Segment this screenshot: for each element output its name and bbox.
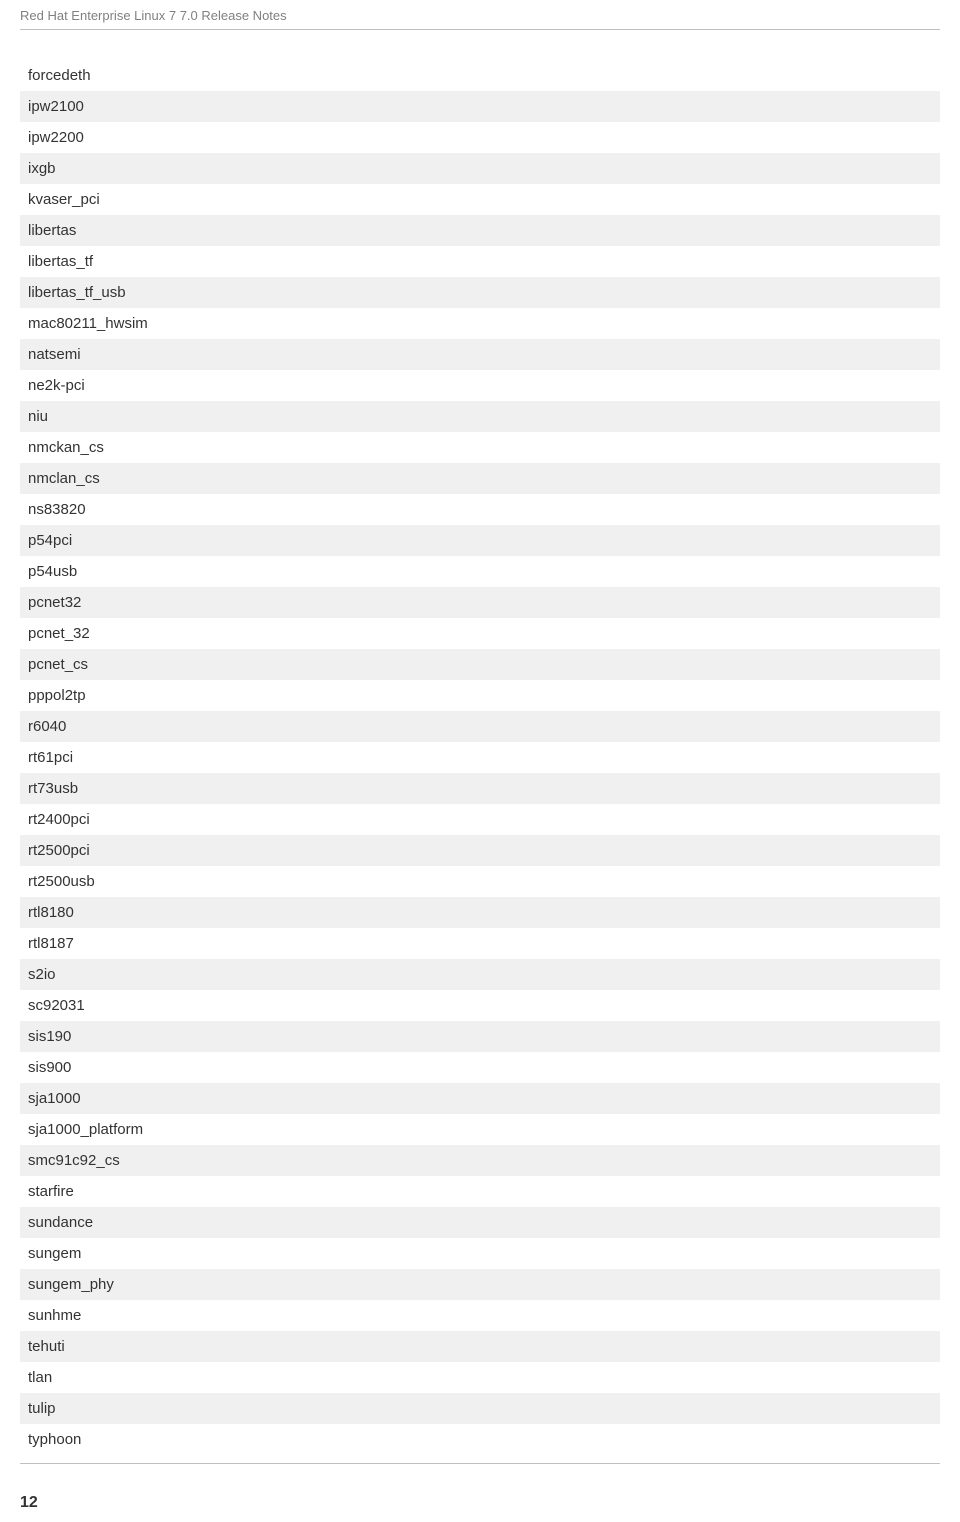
list-item: rt2500usb [20,866,940,897]
list-item: pcnet32 [20,587,940,618]
list-item: sja1000 [20,1083,940,1114]
list-item: nmclan_cs [20,463,940,494]
list-item: kvaser_pci [20,184,940,215]
list-item: sunhme [20,1300,940,1331]
list-item: starfire [20,1176,940,1207]
list-item: forcedeth [20,60,940,91]
list-item: sis190 [20,1021,940,1052]
list-item: libertas_tf [20,246,940,277]
list-item: smc91c92_cs [20,1145,940,1176]
list-item: rt2500pci [20,835,940,866]
list-item: ipw2200 [20,122,940,153]
list-item: tehuti [20,1331,940,1362]
list-item: tlan [20,1362,940,1393]
list-item: libertas [20,215,940,246]
page-number: 12 [0,1464,960,1522]
list-item: rt61pci [20,742,940,773]
list-item: libertas_tf_usb [20,277,940,308]
list-item: ixgb [20,153,940,184]
list-item: sis900 [20,1052,940,1083]
list-item: p54pci [20,525,940,556]
list-item: typhoon [20,1424,940,1455]
list-item: sungem_phy [20,1269,940,1300]
list-item: sungem [20,1238,940,1269]
list-item: ipw2100 [20,91,940,122]
content-area: forcedethipw2100ipw2200ixgbkvaser_pcilib… [0,30,960,1455]
list-item: rt2400pci [20,804,940,835]
list-item: pcnet_32 [20,618,940,649]
list-item: s2io [20,959,940,990]
list-item: natsemi [20,339,940,370]
list-item: p54usb [20,556,940,587]
list-item: pcnet_cs [20,649,940,680]
list-item: ne2k-pci [20,370,940,401]
list-item: sc92031 [20,990,940,1021]
list-item: rtl8180 [20,897,940,928]
list-item: niu [20,401,940,432]
list-item: rtl8187 [20,928,940,959]
list-item: nmckan_cs [20,432,940,463]
list-item: tulip [20,1393,940,1424]
list-item: ns83820 [20,494,940,525]
list-item: sja1000_platform [20,1114,940,1145]
list-item: rt73usb [20,773,940,804]
list-item: r6040 [20,711,940,742]
document-header: Red Hat Enterprise Linux 7 7.0 Release N… [0,0,960,29]
list-item: sundance [20,1207,940,1238]
list-item: pppol2tp [20,680,940,711]
list-item: mac80211_hwsim [20,308,940,339]
